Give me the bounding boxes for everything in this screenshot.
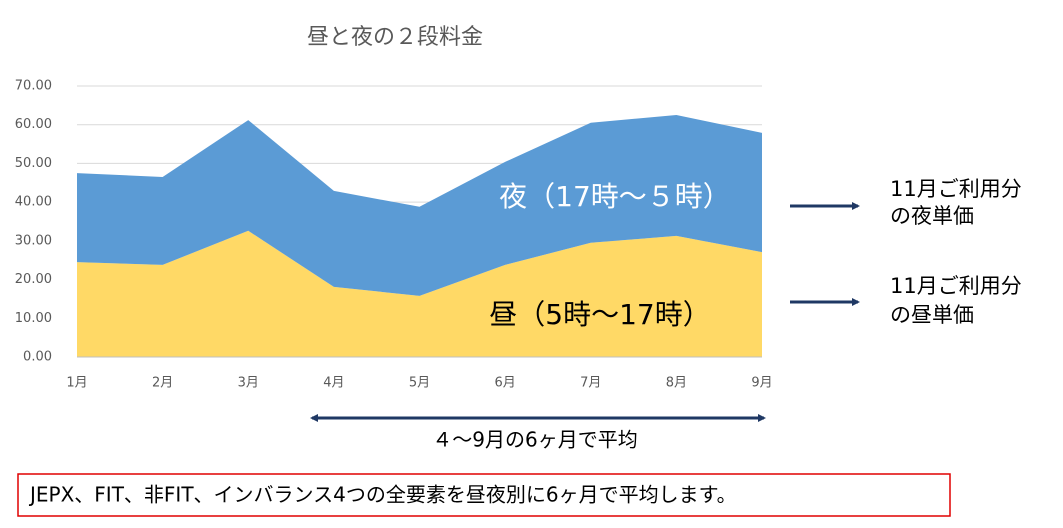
y-tick-label: 50.00 — [15, 156, 52, 171]
annotation: 11月ご利用分 — [890, 177, 1022, 201]
area-label: 昼（5時～17時） — [489, 298, 710, 331]
x-tick-label: 7月 — [580, 376, 601, 391]
plot-area: 0.00 10.00 20.00 30.00 40.00 50.00 60.00 70.00 1… — [15, 79, 773, 391]
note-box — [17, 473, 951, 517]
x-tick-label: 4月 — [323, 376, 344, 391]
y-tick-label: 70.00 — [15, 79, 52, 94]
y-tick-label: 40.00 — [15, 195, 52, 210]
y-tick-label: 30.00 — [15, 233, 52, 248]
annotation: 11月ご利用分 — [890, 274, 1022, 298]
area — [77, 115, 762, 296]
y-tick-label: 60.00 — [15, 117, 52, 132]
chart-title: 昼と夜の２段料金 — [307, 25, 483, 50]
x-tick-label: 1月 — [66, 376, 87, 391]
note: JEPX、FIT、非FIT、インバランス4つの全要素を昼夜別に6ヶ月で平均します… — [28, 483, 737, 507]
area-label: 夜（17時～５時） — [499, 180, 731, 213]
annotation: の夜単価 — [890, 204, 974, 228]
y-tick-label: 0.00 — [23, 350, 52, 365]
y-tick-label: 10.00 — [15, 311, 52, 326]
x-tick-label: 6月 — [494, 376, 515, 391]
annotation: の昼単価 — [890, 303, 974, 327]
area — [77, 230, 762, 357]
y-tick-label: 20.00 — [15, 272, 52, 287]
x-tick-label: 2月 — [152, 376, 173, 391]
x-tick-label: 9月 — [751, 376, 772, 391]
annotation: ４～9月の6ヶ月で平均 — [432, 428, 637, 452]
x-tick-label: 3月 — [238, 376, 259, 391]
x-tick-label: 8月 — [666, 376, 687, 391]
x-tick-label: 5月 — [409, 376, 430, 391]
